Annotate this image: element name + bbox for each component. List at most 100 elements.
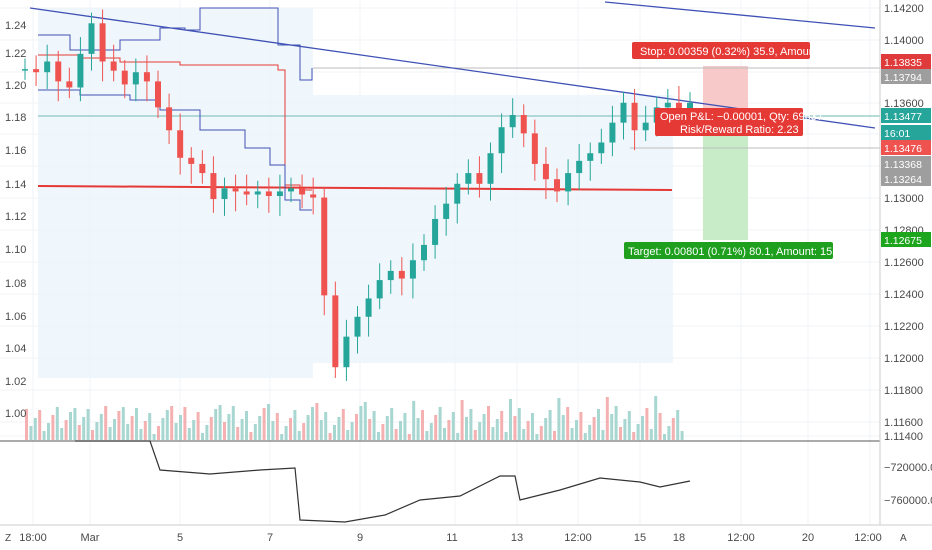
auto-scale-icon[interactable]: A [900, 533, 907, 544]
volume-bar-126 [579, 412, 583, 440]
candle-body-30 [354, 316, 361, 337]
volume-bar-31 [161, 418, 165, 440]
candle-body-17 [210, 173, 217, 200]
volume-bar-94 [438, 407, 442, 440]
lower-axis-tick-1: −760000.0000 [884, 495, 932, 507]
volume-bar-51 [249, 432, 253, 440]
volume-bar-40 [201, 433, 204, 440]
x-axis-tick-0: 18:00 [19, 532, 47, 544]
volume-bar-135 [619, 427, 622, 440]
volume-bar-35 [179, 415, 182, 440]
volume-bar-26 [139, 429, 143, 440]
volume-bar-7 [55, 407, 59, 440]
volume-bar-127 [583, 433, 587, 440]
volume-bar-53 [258, 416, 262, 440]
stop-zone [703, 66, 748, 116]
timezone-icon[interactable]: Z [5, 533, 11, 544]
x-axis-tick-8: 15 [634, 532, 646, 544]
candle-body-50 [576, 160, 583, 174]
left-axis-tick: 1.16 [5, 145, 26, 157]
volume-bar-28 [148, 413, 152, 440]
volume-bar-8 [60, 428, 64, 440]
candle-body-2 [44, 61, 51, 73]
volume-bar-115 [531, 413, 534, 440]
volume-bar-3 [38, 410, 42, 440]
volume-bar-95 [443, 428, 446, 440]
x-axis-tick-3: 7 [267, 532, 273, 544]
candle-body-34 [398, 270, 405, 279]
volume-bar-86 [403, 413, 407, 440]
volume-bar-47 [231, 406, 235, 440]
target-label-box [624, 242, 833, 259]
candle-body-46 [531, 133, 538, 164]
volume-bar-97 [451, 412, 455, 440]
volume-bar-2 [33, 418, 37, 440]
volume-bar-49 [240, 419, 244, 440]
candle-body-5 [77, 53, 84, 88]
candle-body-36 [421, 244, 427, 261]
candle-body-56 [642, 122, 649, 131]
left-axis-tick: 1.24 [5, 20, 26, 32]
left-axis-tick: 1.12 [5, 211, 26, 223]
volume-bar-38 [192, 420, 196, 440]
volume-bar-106 [491, 427, 495, 440]
volume-bar-98 [456, 433, 460, 440]
candle-body-22 [265, 191, 272, 197]
volume-bar-131 [601, 430, 605, 440]
candle-body-3 [55, 61, 62, 82]
pl-label[interactable]: Open P&L: −0.00001, Qty: 69637 Risk/Rewa… [655, 108, 823, 136]
volume-bar-121 [557, 398, 561, 440]
volume-bar-6 [51, 415, 55, 440]
volume-bar-25 [135, 408, 138, 440]
candle-body-45 [520, 115, 527, 134]
stop-label-text: Stop: 0.00359 (0.32%) 35.9, Amount: 750 [640, 46, 842, 58]
candle-body-27 [321, 197, 328, 296]
left-axis-tick: 1.04 [5, 343, 26, 355]
volume-bar-52 [253, 424, 257, 440]
candle-body-35 [409, 260, 416, 279]
volume-bar-61 [293, 410, 297, 440]
right-axis-tick: 1.11600 [884, 417, 923, 429]
left-axis-tick: 1.00 [5, 408, 26, 420]
target-label-text: Target: 0.00801 (0.71%) 80.1, Amount: 15… [628, 246, 860, 258]
volume-bar-24 [130, 416, 134, 440]
x-axis-tick-6: 13 [511, 532, 523, 544]
volume-bar-80 [377, 432, 380, 440]
candle-body-32 [376, 280, 383, 299]
volume-bar-64 [306, 415, 310, 440]
candle-body-47 [542, 163, 549, 180]
volume-bar-143 [654, 396, 658, 440]
volume-bar-89 [416, 418, 420, 440]
price-labels: 1.13835 1.13794 1.13477 16:01 1.13476 1.13368… [881, 54, 931, 247]
stop-label[interactable]: Stop: 0.00359 (0.32%) 35.9, Amount: 750 [632, 42, 842, 59]
candle-body-20 [243, 191, 250, 195]
candle-body-51 [587, 153, 594, 161]
volume-bar-73 [346, 430, 350, 440]
target-label[interactable]: Target: 0.00801 (0.71%) 80.1, Amount: 15… [624, 242, 860, 259]
candles [22, 9, 693, 381]
volume-bar-20 [113, 419, 116, 440]
volume-bar-148 [676, 410, 680, 440]
volume-bar-77 [363, 402, 367, 440]
x-axis-tick-11: 20 [802, 532, 814, 544]
pl-label-text: Open P&L: −0.00001, Qty: 69637 [660, 111, 823, 123]
volume-bar-125 [575, 420, 578, 440]
candle-body-26 [310, 194, 317, 198]
x-axis-tick-1: Mar [81, 532, 100, 544]
candle-body-33 [387, 270, 394, 281]
volume-bar-1 [29, 426, 33, 440]
right-axis-tick: 1.12000 [884, 353, 924, 365]
volume-bar-17 [99, 414, 103, 440]
price-label-text-5: 1.13368 [884, 159, 922, 171]
volume-bar-12 [77, 425, 81, 440]
volume-bar-68 [324, 412, 328, 440]
volume-profile-right [313, 95, 673, 363]
left-axis-tick: 1.20 [5, 80, 26, 92]
volume-bar-119 [548, 410, 552, 440]
candle-body-29 [343, 336, 350, 368]
volume-bar-46 [227, 414, 231, 440]
left-axis-tick: 1.10 [5, 244, 26, 256]
candle-body-38 [443, 203, 450, 219]
volume-bar-66 [315, 403, 319, 440]
